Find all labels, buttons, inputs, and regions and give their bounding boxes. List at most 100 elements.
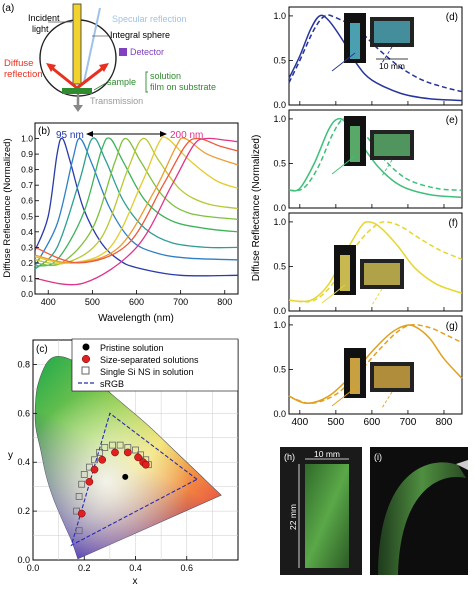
size-separated-point — [123, 448, 132, 457]
vial-solution — [350, 126, 360, 162]
ytick-label: 1.0 — [273, 11, 286, 21]
scale-bar-text: 10 mm — [379, 61, 405, 71]
film-leader — [381, 46, 393, 64]
size-separated-point — [141, 460, 150, 469]
film-text: film on substrate — [150, 82, 216, 92]
panel-e-chart: 0.0 0.5 1.0 (e) — [273, 109, 463, 213]
legend-marker-single — [81, 366, 90, 375]
ytick-label: 0.0 — [273, 409, 286, 419]
ytick-label: 0.5 — [273, 261, 286, 271]
photo-h-film — [305, 464, 349, 568]
panel-b-series-4 — [34, 137, 239, 267]
photo-i: (i) — [370, 447, 468, 575]
film-leader — [381, 391, 393, 409]
legend-single: Single Si NS in solution — [100, 367, 194, 377]
panel-b-xlabel: Wavelength (nm) — [98, 313, 174, 324]
xtick-label: 500 — [328, 417, 345, 428]
panel-b-ytick-label: 0.3 — [21, 242, 33, 252]
panel-b-ytick-label: 0.2 — [21, 258, 33, 268]
series-solid — [288, 324, 463, 405]
series-dashed — [288, 221, 463, 303]
panel-b-ytick-label: 0.8 — [21, 165, 33, 175]
size-separated-point — [77, 509, 86, 518]
single-ns-point — [80, 471, 88, 478]
right-panels: 0.0 0.5 1.0 (d) 10 mm 0.0 0.5 1.0 (e) 0.0 0.5 1.0 (f… — [273, 6, 463, 428]
size-separated-point — [111, 448, 119, 457]
xtick-label: 700 — [400, 417, 417, 428]
incident-light-beam — [72, 3, 82, 85]
film-sample — [374, 21, 410, 43]
panel-c-locus-white — [35, 356, 222, 559]
vial-solution — [350, 23, 360, 59]
incident-text: Incident — [28, 13, 60, 23]
sample-text: sample — [107, 77, 136, 87]
panel-b-ann-arrowhead-right — [160, 131, 167, 137]
panel-b-xtick-label: 800 — [217, 297, 232, 307]
panel-b-ytick-label: 0.1 — [21, 273, 33, 283]
panel-label: (f) — [449, 218, 458, 229]
panel-c-xtick-label: 0.0 — [27, 563, 40, 573]
single-ns-point — [132, 446, 139, 454]
single-ns-point — [101, 444, 109, 451]
panel-b-series — [34, 136, 239, 286]
panel-c-ytick-label: 0.2 — [17, 506, 30, 516]
panel-b-chart: 400 500 600 700 800 0.0 0.1 0.2 0.3 0.4 0.5 0.6 0.7 0… — [2, 122, 239, 324]
panel-c-ytick-label: 0.6 — [17, 408, 30, 418]
photo-h-width-text: 10 mm — [314, 449, 340, 459]
panel-label: (e) — [446, 115, 458, 126]
series-solid — [288, 14, 463, 102]
right-ylabel: Diffuse Reflectance (Normalized) — [251, 135, 262, 282]
sample-bar — [62, 88, 92, 94]
photo-h: (h) 10 mm 22 mm — [280, 447, 362, 575]
panel-b-ytick-label: 0.9 — [21, 149, 33, 159]
panel-b-series-2 — [34, 137, 239, 267]
single-ns-point — [91, 456, 98, 464]
panel-c-ytick-label: 0.0 — [17, 555, 30, 565]
xtick-label: 400 — [291, 417, 308, 428]
panel-label: (d) — [446, 12, 458, 23]
photo-i-clip — [456, 460, 468, 470]
diffuse-arrow-left — [51, 66, 78, 90]
panel-c-chart: 0.0 0.2 0.4 0.6 0.0 0.2 0.4 0.6 0.8 (c) Pristine… — [8, 338, 239, 587]
panel-f-chart: 0.0 0.5 1.0 (f) — [273, 212, 463, 316]
diffuse-arrowhead-right — [99, 63, 109, 72]
panel-b-ytick-label: 1.0 — [21, 134, 33, 144]
photo-i-bent-film — [378, 462, 466, 575]
transmission-arrowhead — [73, 105, 83, 112]
diffuse-arrowhead-left — [46, 63, 56, 72]
light-text: light — [32, 24, 49, 34]
ytick-label: 1.0 — [273, 217, 286, 227]
legend-marker-size-separated — [81, 354, 91, 364]
integral-text: Integral sphere — [110, 30, 170, 40]
legend-size-separated: Size-separated solutions — [100, 355, 199, 365]
photo-h-height-text: 22 mm — [288, 504, 298, 530]
single-ns-point — [75, 493, 83, 500]
size-separated-point — [90, 465, 99, 474]
diffuse-text-2: reflection — [4, 69, 43, 80]
panel-c-ytick-label: 0.4 — [17, 457, 30, 467]
xtick-label: 800 — [436, 417, 453, 428]
vial-solution — [350, 358, 360, 394]
panel-c-xtick-label: 0.4 — [129, 563, 142, 573]
panel-c-ylabel: y — [8, 450, 13, 461]
single-ns-point — [96, 449, 104, 456]
solution-text: solution — [150, 71, 181, 81]
panel-b-ann-left: 95 nm — [56, 130, 84, 141]
photo-i-label: (i) — [374, 452, 382, 462]
panel-b-series-3 — [34, 137, 239, 270]
film-sample — [374, 134, 410, 156]
panel-frame — [288, 315, 463, 415]
panel-b-ann-arrowhead-left — [86, 131, 93, 137]
xtick-label: 600 — [364, 417, 381, 428]
panel-b-series-10 — [34, 137, 239, 286]
panel-b-xtick-label: 600 — [129, 297, 144, 307]
panel-b-xtick-label: 500 — [85, 297, 100, 307]
vial-leader — [331, 155, 356, 175]
size-separated-point — [134, 453, 142, 462]
panel-b-ytick-label: 0.5 — [21, 211, 33, 221]
panel-b-ytick-label: 0.6 — [21, 196, 33, 206]
panel-b-ylabel: Diffuse Reflectance (Normalized) — [2, 138, 13, 277]
legend-marker-pristine — [82, 343, 90, 351]
panel-c-ytick-label: 0.8 — [17, 359, 30, 369]
panel-b-xtick-label: 700 — [173, 297, 188, 307]
